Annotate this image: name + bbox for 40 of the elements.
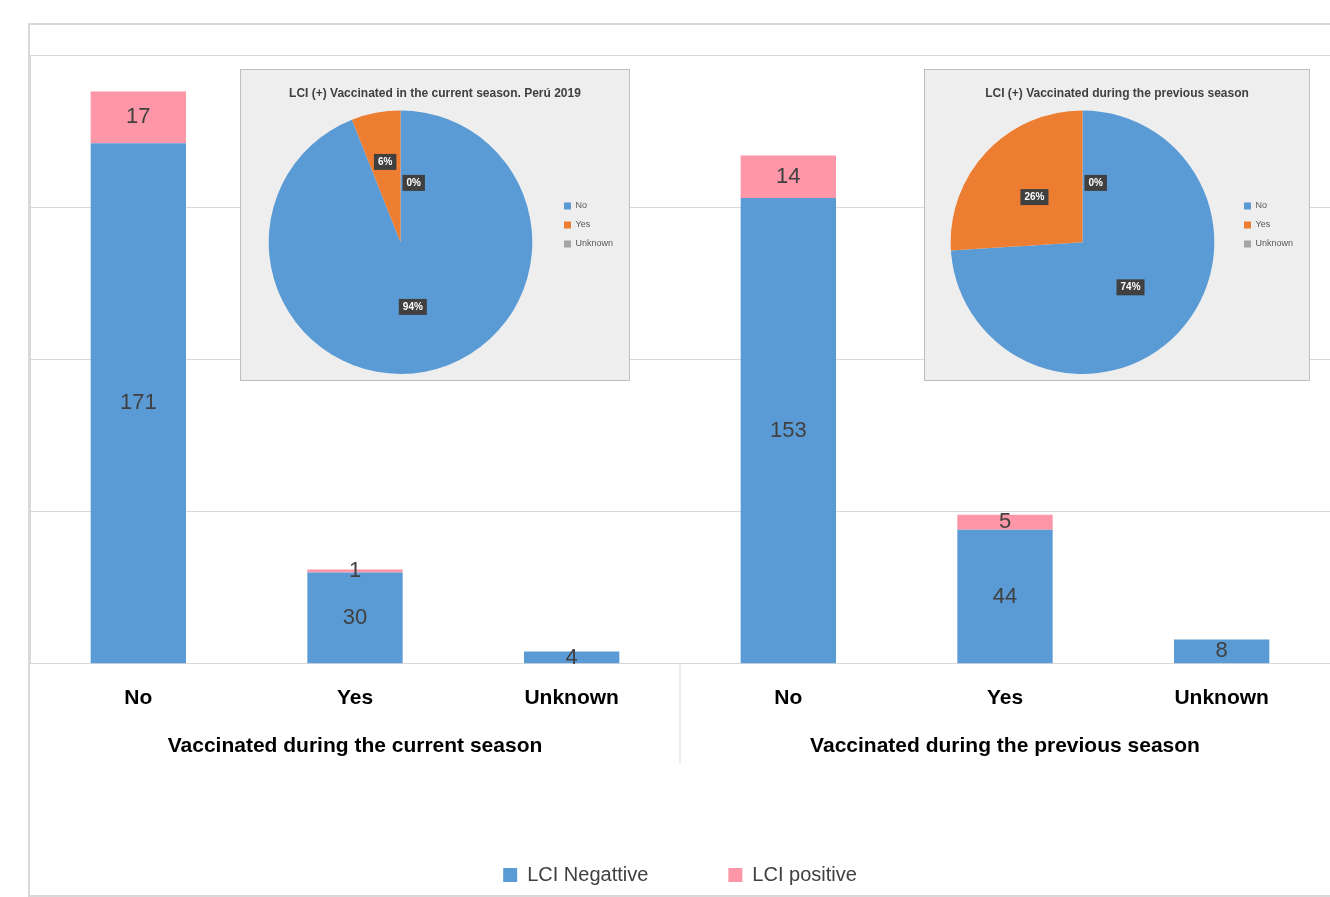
chart-title: LCI (+) Vaccinated in the current season. Perú 2019 bbox=[289, 85, 582, 100]
data-label: 30 bbox=[342, 603, 368, 629]
legend-label: Unknown bbox=[575, 238, 614, 249]
legend-label: No bbox=[1255, 200, 1267, 211]
bar bbox=[740, 155, 836, 199]
data-label: 153 bbox=[769, 416, 807, 442]
data-label: 6% bbox=[377, 155, 393, 167]
legend-label: Yes bbox=[575, 219, 591, 230]
data-label: 5 bbox=[998, 508, 1012, 534]
legend-label: Yes bbox=[1255, 219, 1271, 230]
bar bbox=[1174, 639, 1270, 664]
chart-title: LCI (+) Vaccinated during the previous season bbox=[985, 85, 1249, 100]
x-tick-label: No bbox=[124, 685, 153, 709]
data-label: 171 bbox=[119, 389, 157, 415]
legend-label: No bbox=[575, 200, 587, 211]
data-label: 14 bbox=[776, 162, 801, 188]
data-label: 17 bbox=[126, 103, 151, 129]
bar bbox=[957, 514, 1053, 530]
data-label: 26% bbox=[1024, 190, 1045, 202]
bar bbox=[957, 529, 1053, 664]
data-label: 94% bbox=[402, 300, 423, 312]
bar bbox=[90, 143, 186, 664]
text: 0% bbox=[406, 176, 421, 188]
text: Vaccinated during the previous season bbox=[810, 732, 1200, 756]
bar bbox=[740, 198, 836, 664]
legend-label: LCI Negattive bbox=[527, 862, 649, 885]
bar bbox=[90, 91, 186, 144]
legend-label: LCI positive bbox=[752, 862, 857, 885]
x-tick-label: Yes bbox=[336, 685, 374, 709]
data-label: 4 bbox=[565, 643, 578, 669]
x-tick-label: Yes bbox=[986, 685, 1024, 709]
text: 0% bbox=[1088, 176, 1103, 188]
data-label: 8 bbox=[1215, 637, 1228, 663]
x-tick-label: Unknown bbox=[1174, 685, 1269, 709]
text: Vaccinated during the current season bbox=[167, 732, 543, 756]
data-label: 44 bbox=[992, 582, 1018, 608]
data-label: 74% bbox=[1120, 281, 1141, 293]
legend-label: Unknown bbox=[1255, 238, 1294, 249]
x-tick-label: Unknown bbox=[524, 685, 619, 709]
x-tick-label: No bbox=[774, 685, 803, 709]
